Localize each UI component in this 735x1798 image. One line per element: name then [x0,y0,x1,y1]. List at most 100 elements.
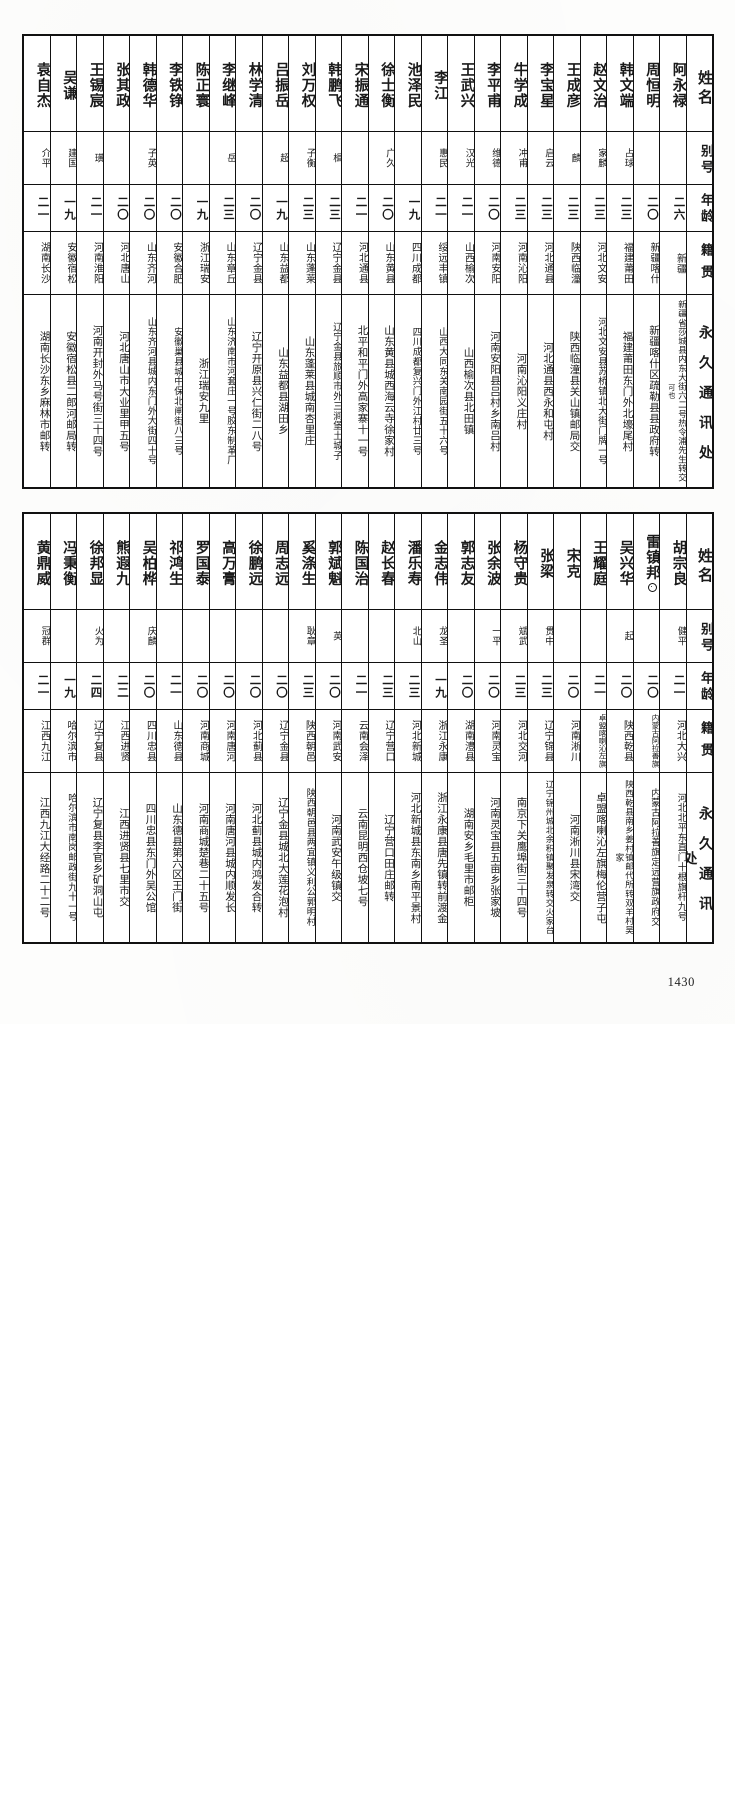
cell-address: 陕西朝邑县两宜镇义利公郭明村 [288,772,316,943]
cell-name: 徐邦显 [76,513,104,610]
entry-address: 哈尔滨市南岗邮政街九十一号 [66,793,77,922]
row-header-label: 别号 [698,622,713,654]
entry-alias [448,611,473,662]
entry-age: 一九 [63,673,77,699]
cell-name: 袁自杰 [23,35,51,132]
register-grid-bottom: 黄鼎威 冯秉衡 徐邦显 熊遐九 吴柏桦 祁鸿生 罗国泰 高万膏 徐鹏远 周志远 奚涤生 郭斌魁 陈国治赵… [23,513,713,943]
entry-age: 一九 [195,195,209,221]
row-header-label: 永久通讯处 [686,806,713,926]
entry-age: 二三 [566,195,580,221]
cell-native: 卓盟喀喇沁左旗 [579,709,607,773]
cell-age: 二〇 [102,184,130,232]
entry-name: 徐鹏远 [246,539,262,587]
cell-age: 二一 [420,184,448,232]
entry-age: 二〇 [487,673,501,699]
cell-age: 二〇 [235,184,263,232]
cell-address: 河南安阳县吕村乡南吕村 [473,294,501,488]
row-header-age: 年龄 [685,662,713,710]
entry-name: 陈国治 [352,539,368,587]
entry-address: 河南唐河县城内顺发长 [224,802,236,913]
cell-age: 二〇 [632,184,660,232]
cell-native: 辽宁金县 [261,709,289,773]
cell-age: 二〇 [632,662,660,710]
cell-address: 浙江永康县唐先镇转前渡金 [420,772,448,943]
cell-age: 二〇 [314,662,342,710]
cell-alias [261,609,289,663]
entry-native-place: 河南淮阳 [91,242,103,284]
entry-name: 宋克 [564,547,580,579]
entry-age: 一九 [407,195,421,221]
entry-alias: 麟 [569,153,580,163]
cell-alias: 冲甫 [500,131,528,185]
entry-native-place: 陕西朝邑 [303,720,315,762]
entry-alias [236,611,261,662]
entry-name: 李平甫 [485,61,501,109]
entry-age: 二三 [513,195,527,221]
entry-name: 陈正寰 [193,61,209,109]
cell-address: 河南淅川县宋湾交 [553,772,581,943]
entry-native-place: 安徽宿松 [65,242,76,284]
entry-alias: 庆麟 [145,626,156,646]
cell-alias: 北山 [394,609,422,663]
cell-native: 辽宁金县 [235,231,263,295]
entry-alias [554,611,579,662]
entry-native-place: 河北唐山 [118,242,129,284]
entry-name: 袁自杰 [34,61,50,109]
entry-alias [263,611,288,662]
entry-name: 韩德华 [140,61,156,109]
cell-address: 辽宁金县城北大莲花泡村 [261,772,289,943]
cell-native: 辽宁锦县 [526,709,554,773]
entry-address: 内蒙古阿拉善旗定远营旗政府交 [649,788,660,927]
entry-native-place: 浙江永康 [436,720,447,762]
cell-name: 陈正寰 [182,35,210,132]
cell-name: 郭斌魁 [314,513,342,610]
cell-name: 赵长春 [367,513,395,610]
entry-age: 二一 [354,673,368,699]
cell-native: 哈尔滨市 [49,709,77,773]
cell-alias: 楫 [314,131,342,185]
cell-age: 二〇 [235,662,263,710]
row-header-native: 籍贯 [685,231,713,295]
cell-native: 河北通县 [526,231,554,295]
cell-age: 二三 [288,662,316,710]
cell-alias: 耿章 [288,609,316,663]
row-header-label: 年龄 [698,192,713,225]
entry-native-place: 辽宁金县 [250,242,262,284]
cell-address: 河北唐山市大业里甲五号 [102,294,130,488]
entry-address: 卓盟喀喇沁左旗梅伦营子屯 [595,791,607,924]
cell-native: 陕西朝邑 [288,709,316,773]
cell-address: 陕西临潼县关山镇邮局交 [553,294,581,488]
cell-age: 二〇 [155,184,183,232]
entry-native-place: 山东章丘 [224,242,235,284]
entry-address: 河北新城县东南乡南平景村 [409,791,421,924]
entry-alias [660,133,685,184]
entry-native-place: 河北通县 [542,242,553,284]
cell-age: 二三 [500,184,528,232]
row-header-label: 籍贯 [698,721,713,765]
cell-name: 罗国泰 [182,513,210,610]
cell-name: 池泽民 [394,35,422,132]
entry-native-place: 陕西临潼 [568,242,580,284]
cell-alias [553,609,581,663]
cell-name: 黄鼎威 [23,513,51,610]
entry-age: 二〇 [248,673,262,699]
entry-address: 安徽巢县城中保北闸街八三号 [172,326,183,456]
entry-address: 湖南长沙东乡麻林市邮转 [38,330,50,452]
cell-native: 河南灵宝 [473,709,501,773]
row-header-label: 别号 [698,144,713,176]
entry-address: 安徽宿松县二郎河邮局转 [65,330,77,452]
entry-alias [104,611,129,662]
entry-age: 二一 [169,673,183,699]
entry-age: 二〇 [142,673,156,699]
entry-age: 二〇 [460,673,474,699]
cell-name: 徐士衡 [367,35,395,132]
entry-native-place: 河南商城 [197,720,209,762]
entry-age: 二三 [540,673,554,699]
entry-native-place: 浙江瑞安 [197,242,209,284]
cell-address: 江西九江大经路二十二号 [23,772,51,943]
cell-age: 二一 [23,184,51,232]
cell-name: 金志伟 [420,513,448,610]
row-header-address: 永久通讯处 [685,772,713,943]
entry-name: 李宝星 [538,61,554,109]
cell-native: 河南安阳 [473,231,501,295]
